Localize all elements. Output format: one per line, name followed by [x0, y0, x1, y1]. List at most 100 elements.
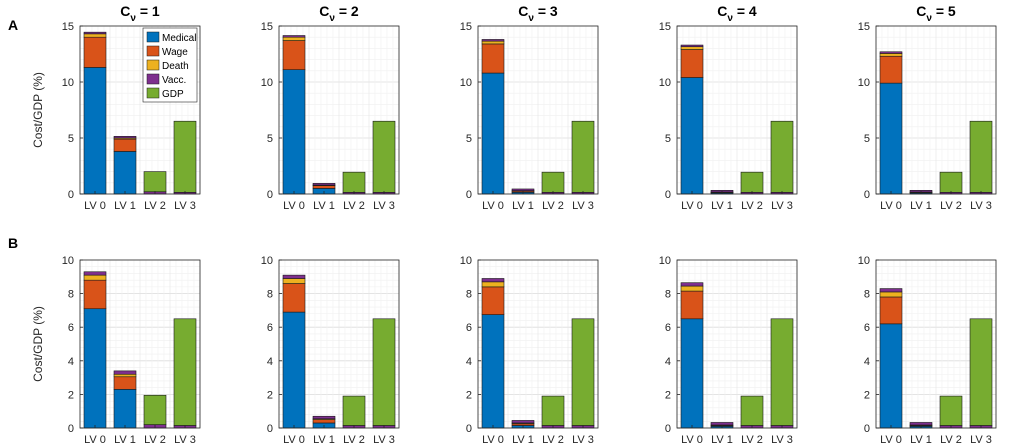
bar-segment-death-lv1	[113, 373, 137, 378]
chart-panel-b-1: LV 0 LV 1 LV 2 LV 3 0 2 4 6 8 10 Cost/GDP (%)	[31, 255, 201, 446]
bar-segment-wage-lv0	[481, 43, 505, 74]
bar-segment-medical-lv0	[481, 72, 505, 195]
bar-segment-death-lv0	[680, 46, 704, 50]
bar-segment-gdp-lv2	[342, 395, 366, 426]
bar-segment-gdp-lv2	[740, 395, 764, 426]
bar-segment-medical-lv0	[879, 323, 903, 429]
bar-segment-gdp-lv2	[939, 171, 963, 193]
x-tick-label: LV 3	[771, 434, 793, 446]
x-tick-label: LV 0	[681, 200, 703, 212]
y-tick-label: 15	[858, 21, 870, 33]
bar-segment-vacc-lv1	[113, 136, 137, 139]
y-tick-label: 8	[864, 289, 870, 301]
bar-segment-vacc-lv1	[312, 415, 336, 420]
legend-label-death: Death	[162, 61, 189, 72]
x-tick-label: LV 2	[542, 434, 564, 446]
chart-panel-a-3: LV 0 LV 1 LV 2 LV 3 0 5 10 15 Cν = 3	[460, 3, 599, 212]
x-tick-label: LV 0	[880, 200, 902, 212]
y-tick-label: 0	[267, 189, 273, 201]
y-tick-label: 2	[864, 389, 870, 401]
bar-segment-gdp-lv3	[372, 120, 396, 193]
bar-segment-death-lv0	[879, 53, 903, 57]
bar-segment-gdp-lv3	[173, 318, 197, 426]
x-tick-label: LV 3	[572, 200, 594, 212]
bar-segment-vacc-lv0	[481, 278, 505, 283]
legend-swatch-death	[146, 59, 160, 71]
x-tick-label: LV 3	[970, 434, 992, 446]
bar-segment-gdp-lv2	[939, 395, 963, 426]
chart-title: Cν = 3	[518, 3, 558, 24]
bar-segment-wage-lv1	[113, 376, 137, 390]
y-tick-label: 5	[864, 133, 870, 145]
bar-segment-gdp-lv2	[541, 395, 565, 426]
bar-segment-medical-lv0	[680, 77, 704, 195]
y-tick-label: 8	[267, 289, 273, 301]
axes-frame	[79, 259, 201, 429]
y-tick-label: 0	[864, 189, 870, 201]
y-tick-label: 15	[261, 21, 273, 33]
x-tick-label: LV 2	[741, 434, 763, 446]
bar-segment-vacc-lv1	[511, 188, 535, 191]
chart-panel-b-5: LV 0 LV 1 LV 2 LV 3 0 2 4 6 8 10	[858, 255, 997, 446]
y-tick-label: 10	[659, 255, 671, 267]
bar-segment-wage-lv0	[879, 296, 903, 325]
bar-segment-wage-lv0	[680, 49, 704, 78]
y-tick-label: 0	[466, 423, 472, 435]
bar-segment-vacc-lv1	[909, 422, 933, 426]
bar-segment-death-lv0	[481, 281, 505, 288]
axes-frame	[875, 25, 997, 195]
x-tick-label: LV 1	[711, 200, 733, 212]
x-tick-label: LV 1	[114, 434, 136, 446]
y-tick-label: 2	[665, 389, 671, 401]
x-tick-label: LV 3	[970, 200, 992, 212]
y-tick-label: 0	[864, 423, 870, 435]
chart-panel-a-1: LV 0 LV 1 LV 2 LV 3 0 5 10 15 Cost/GDP (%) Cν = 1…	[31, 3, 201, 212]
y-tick-label: 2	[466, 389, 472, 401]
bar-segment-vacc-lv0	[879, 51, 903, 54]
y-tick-label: 10	[858, 255, 870, 267]
y-tick-label: 0	[68, 189, 74, 201]
bar-segment-medical-lv0	[481, 314, 505, 429]
bar-segment-vacc-lv0	[83, 31, 107, 35]
axes-frame	[676, 259, 798, 429]
bar-segment-death-lv0	[83, 33, 107, 38]
y-tick-label: 0	[665, 189, 671, 201]
y-tick-label: 10	[460, 255, 472, 267]
axes-frame	[278, 259, 400, 429]
bar-segment-gdp-lv3	[969, 120, 993, 193]
axes-frame	[875, 259, 997, 429]
bar-segment-gdp-lv3	[571, 120, 595, 193]
legend-label-wage: Wage	[162, 47, 188, 58]
bar-segment-gdp-lv2	[143, 171, 167, 193]
bar-segment-gdp-lv3	[770, 120, 794, 193]
x-tick-label: LV 0	[482, 434, 504, 446]
bar-segment-wage-lv0	[481, 286, 505, 315]
bar-segment-death-lv0	[481, 40, 505, 45]
y-tick-label: 4	[68, 356, 74, 368]
x-tick-label: LV 1	[313, 200, 335, 212]
y-tick-label: 10	[858, 77, 870, 89]
x-tick-label: LV 1	[512, 200, 534, 212]
y-tick-label: 0	[466, 189, 472, 201]
y-tick-label: 0	[267, 423, 273, 435]
bar-segment-gdp-lv3	[969, 318, 993, 426]
y-tick-label: 6	[665, 322, 671, 334]
y-tick-label: 5	[267, 133, 273, 145]
legend-label-vacc: Vacc.	[162, 75, 186, 86]
x-tick-label: LV 2	[144, 200, 166, 212]
bar-segment-gdp-lv2	[541, 171, 565, 193]
chart-title: Cν = 2	[319, 3, 359, 24]
bar-segment-medical-lv1	[113, 151, 137, 195]
bar-segment-vacc-lv1	[511, 420, 535, 424]
y-tick-label: 5	[68, 133, 74, 145]
y-tick-label: 0	[68, 423, 74, 435]
bar-segment-vacc-lv0	[680, 44, 704, 48]
bar-segment-vacc-lv0	[680, 282, 704, 287]
x-tick-label: LV 3	[771, 200, 793, 212]
bar-segment-vacc-lv1	[312, 183, 336, 186]
bar-segment-death-lv0	[83, 274, 107, 281]
x-tick-label: LV 0	[283, 200, 305, 212]
bar-segment-wage-lv0	[282, 40, 306, 70]
x-tick-label: LV 2	[940, 434, 962, 446]
chart-panel-a-4: LV 0 LV 1 LV 2 LV 3 0 5 10 15 Cν = 4	[659, 3, 798, 212]
